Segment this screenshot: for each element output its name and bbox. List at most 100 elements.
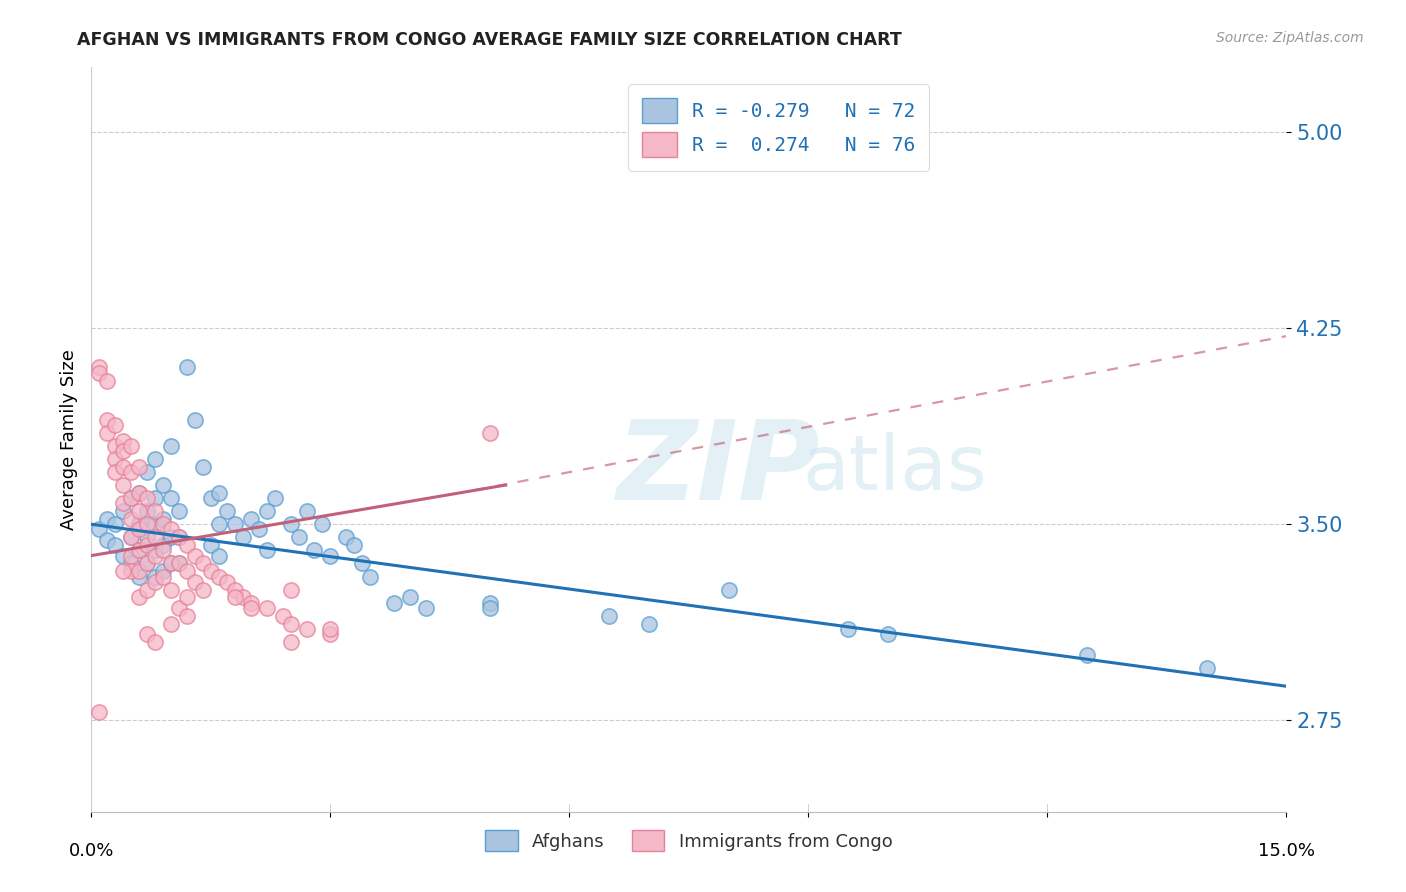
Point [89, 360, 111, 375]
Point [191, 582, 214, 597]
Point [208, 549, 231, 563]
Point [176, 608, 198, 623]
Legend: Afghans, Immigrants from Congo: Afghans, Immigrants from Congo [478, 823, 900, 859]
Point [136, 627, 159, 641]
Point [224, 591, 246, 605]
Point [96, 413, 118, 427]
Point [128, 486, 150, 500]
Point [128, 569, 150, 583]
Point [295, 622, 318, 636]
Point [143, 635, 166, 649]
Point [104, 517, 127, 532]
Point [136, 557, 159, 571]
Point [256, 543, 278, 558]
Point [136, 517, 159, 532]
Point [112, 496, 135, 510]
Point [128, 517, 150, 532]
Point [224, 582, 246, 597]
Point [89, 366, 111, 380]
Point [152, 478, 174, 492]
Point [287, 530, 309, 544]
Point [120, 491, 142, 505]
Point [232, 530, 254, 544]
Point [215, 574, 238, 589]
Point [200, 491, 222, 505]
Point [136, 491, 159, 505]
Text: AFGHAN VS IMMIGRANTS FROM CONGO AVERAGE FAMILY SIZE CORRELATION CHART: AFGHAN VS IMMIGRANTS FROM CONGO AVERAGE … [77, 31, 903, 49]
Point [143, 530, 166, 544]
Point [215, 504, 238, 518]
Point [280, 517, 302, 532]
Point [200, 564, 222, 578]
Point [256, 504, 278, 518]
Point [128, 459, 150, 474]
Point [877, 627, 900, 641]
Point [120, 549, 142, 563]
Point [120, 530, 142, 544]
Point [120, 439, 142, 453]
Point [143, 517, 166, 532]
Point [311, 517, 333, 532]
Point [120, 512, 142, 526]
Point [143, 543, 166, 558]
Point [160, 491, 183, 505]
Point [112, 504, 135, 518]
Point [89, 706, 111, 720]
Point [167, 530, 190, 544]
Point [112, 444, 135, 458]
Point [1195, 661, 1218, 675]
Point [96, 374, 118, 388]
Point [184, 574, 207, 589]
Point [128, 523, 150, 537]
Point [239, 512, 262, 526]
Point [295, 504, 318, 518]
Point [128, 564, 150, 578]
Point [176, 360, 198, 375]
Point [478, 425, 501, 440]
Point [239, 600, 262, 615]
Point [478, 600, 501, 615]
Point [239, 596, 262, 610]
Point [136, 582, 159, 597]
Point [112, 478, 135, 492]
Text: atlas: atlas [803, 432, 987, 506]
Point [1076, 648, 1098, 662]
Point [104, 417, 127, 432]
Point [112, 549, 135, 563]
Text: 0.0%: 0.0% [69, 842, 114, 860]
Point [143, 574, 166, 589]
Point [184, 549, 207, 563]
Point [280, 635, 302, 649]
Point [263, 491, 285, 505]
Point [304, 543, 326, 558]
Point [176, 591, 198, 605]
Point [176, 538, 198, 552]
Point [224, 517, 246, 532]
Point [319, 549, 342, 563]
Point [128, 504, 150, 518]
Point [191, 557, 214, 571]
Point [112, 564, 135, 578]
Point [167, 557, 190, 571]
Point [160, 523, 183, 537]
Point [167, 530, 190, 544]
Point [280, 582, 302, 597]
Point [598, 608, 620, 623]
Point [399, 591, 422, 605]
Point [96, 533, 118, 547]
Text: 15.0%: 15.0% [1258, 842, 1315, 860]
Point [184, 413, 207, 427]
Point [382, 596, 405, 610]
Point [136, 465, 159, 479]
Point [143, 549, 166, 563]
Point [160, 557, 183, 571]
Point [478, 596, 501, 610]
Point [120, 465, 142, 479]
Point [136, 557, 159, 571]
Point [232, 591, 254, 605]
Point [167, 557, 190, 571]
Point [343, 538, 366, 552]
Point [120, 557, 142, 571]
Point [112, 434, 135, 448]
Point [136, 530, 159, 544]
